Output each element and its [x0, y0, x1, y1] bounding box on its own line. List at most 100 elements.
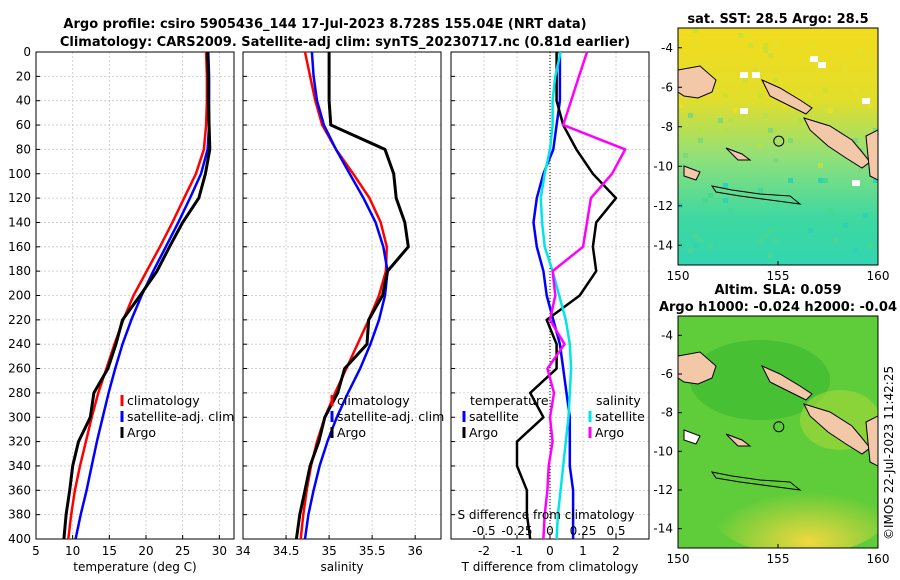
map-ytick-label: -6 — [661, 367, 673, 381]
map-xtick-label: 150 — [667, 269, 690, 283]
sst-cell — [743, 78, 748, 83]
sst-cell — [858, 48, 863, 53]
sst-cell — [773, 158, 778, 163]
sst-cell — [718, 118, 723, 123]
t-legend-title: temperature — [470, 393, 549, 408]
t-diff-xlabel: T difference from climatology — [461, 560, 639, 574]
sst-cell — [768, 128, 773, 133]
sst-cell — [763, 43, 768, 48]
sst-cell — [833, 238, 838, 243]
salinity-xtick-label: 35 — [321, 544, 336, 558]
temperature-xtick-label: 20 — [138, 544, 153, 558]
sst-cell — [823, 103, 828, 108]
sst-cell — [843, 63, 848, 68]
depth-tick-label: 140 — [8, 215, 31, 229]
salinity-legend-label: Argo — [337, 425, 366, 440]
salinity-xlabel: salinity — [320, 560, 363, 574]
sst-map-title: sat. SST: 28.5 Argo: 28.5 — [687, 12, 868, 27]
sst-cell — [788, 178, 793, 183]
s-diff-legend-label: satellite — [595, 409, 645, 424]
sst-cell — [843, 68, 848, 73]
sst-cell — [828, 108, 833, 113]
sst-cell — [763, 113, 768, 118]
sla-low-patch — [690, 340, 830, 420]
difference-series-temperaturesatellite — [532, 52, 575, 539]
sst-cell — [873, 128, 878, 133]
sst-cell — [693, 243, 698, 248]
difference-xtick-label: 1 — [579, 544, 587, 558]
map-xtick-label: 150 — [667, 552, 690, 566]
sst-cell — [818, 178, 823, 183]
salinity-panel: 34 34.5 35 35.5 36 salinity climatologysatelli… — [235, 51, 444, 574]
sla-map: 150 155 160 -4 -6 -8 -10 -12 -14 — [653, 315, 890, 566]
temperature-xlabel: temperature (deg C) — [73, 560, 196, 574]
map-ytick-label: -4 — [661, 328, 673, 342]
s-legend-title: salinity — [596, 393, 641, 408]
sst-cell — [688, 248, 693, 253]
argo-location-marker — [773, 421, 785, 433]
temperature-legend-label: climatology — [127, 393, 200, 408]
sst-cell — [768, 53, 773, 58]
map-ytick-label: -10 — [653, 444, 673, 458]
sst-cell — [808, 93, 813, 98]
depth-tick-label: 200 — [8, 289, 31, 303]
sla-high-patch — [710, 465, 878, 548]
depth-tick-label: 320 — [8, 435, 31, 449]
salinity-xtick-label: 35.5 — [359, 544, 386, 558]
sst-cell — [703, 63, 708, 68]
sst-cell — [678, 103, 683, 108]
map-xtick-label: 155 — [767, 269, 790, 283]
depth-tick-label: 360 — [8, 483, 31, 497]
sst-cell — [798, 48, 803, 53]
temperature-xtick-label: 25 — [175, 544, 190, 558]
sst-cell — [678, 108, 683, 113]
sst-cell — [693, 43, 698, 48]
sst-missing-cell — [852, 180, 860, 186]
map-ytick-label: -12 — [653, 199, 673, 213]
difference-xtick-label: -1 — [511, 544, 523, 558]
difference-series-temperatureargo — [515, 52, 618, 540]
temperature-panel: 5 10 15 20 25 3002040608010012014016018020022… — [8, 45, 235, 574]
temperature-xtick-label: 10 — [65, 544, 80, 558]
sst-land — [678, 65, 878, 205]
map-xtick-label: 160 — [867, 552, 890, 566]
temperature-xtick-label: 15 — [102, 544, 117, 558]
sst-cell — [693, 233, 698, 238]
depth-tick-label: 40 — [16, 94, 31, 108]
sst-cell — [863, 213, 868, 218]
map-ytick-label: -6 — [661, 80, 673, 94]
temperature-series-argo — [62, 51, 212, 540]
depth-tick-label: 380 — [8, 508, 31, 522]
temperature-legend-label: Argo — [127, 425, 156, 440]
difference-xtick-label: 0 — [546, 544, 554, 558]
sst-cell — [723, 93, 728, 98]
sst-cell — [723, 198, 728, 203]
sst-cell — [758, 188, 763, 193]
depth-tick-label: 20 — [16, 69, 31, 83]
sst-missing-cell — [752, 72, 760, 78]
sst-cell — [823, 88, 828, 93]
map-ytick-label: -14 — [653, 238, 673, 252]
s-diff-tick-label: -0.25 — [501, 524, 532, 538]
map-ytick-label: -12 — [653, 483, 673, 497]
sst-cell — [768, 48, 773, 53]
sst-cell — [823, 178, 828, 183]
sst-cell — [743, 33, 748, 38]
sst-cell — [758, 143, 763, 148]
sst-cell — [758, 238, 763, 243]
temperature-series-climatology — [67, 51, 209, 540]
depth-tick-label: 340 — [8, 459, 31, 473]
salinity-xtick-label: 34.5 — [273, 544, 300, 558]
sst-cell — [808, 228, 813, 233]
sst-cell — [758, 93, 763, 98]
sst-missing-cell — [810, 56, 818, 62]
sst-cell — [698, 238, 703, 243]
depth-tick-label: 160 — [8, 240, 31, 254]
sst-cell — [753, 68, 758, 73]
temperature-xtick-label: 5 — [32, 544, 40, 558]
depth-tick-label: 400 — [8, 532, 31, 546]
s-diff-tick-label: 0.5 — [606, 524, 625, 538]
depth-tick-label: 300 — [8, 410, 31, 424]
sst-cell — [708, 243, 713, 248]
